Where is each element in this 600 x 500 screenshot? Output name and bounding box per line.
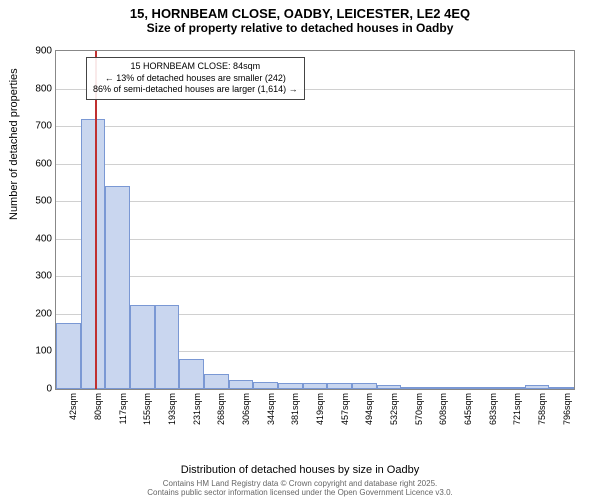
xtick-label: 381sqm (290, 393, 300, 433)
ytick-label: 100 (22, 346, 52, 357)
xtick-label: 608sqm (438, 393, 448, 433)
xtick-label: 721sqm (512, 393, 522, 433)
xtick-label: 570sqm (414, 393, 424, 433)
annotation-line2: ← 13% of detached houses are smaller (24… (93, 73, 298, 85)
ytick-label: 500 (22, 196, 52, 207)
xtick-label: 42sqm (68, 393, 78, 433)
gridline (56, 164, 574, 165)
ytick-label: 0 (22, 384, 52, 395)
ytick-label: 900 (22, 46, 52, 57)
xtick-label: 683sqm (488, 393, 498, 433)
annotation-line1: 15 HORNBEAM CLOSE: 84sqm (93, 61, 298, 73)
histogram-bar (475, 387, 500, 389)
footer: Contains HM Land Registry data © Crown c… (0, 479, 600, 498)
histogram-bar (56, 323, 81, 389)
histogram-bar (549, 387, 574, 389)
histogram-bar (352, 383, 377, 389)
gridline (56, 276, 574, 277)
xtick-label: 268sqm (216, 393, 226, 433)
histogram-bar (105, 186, 130, 389)
xtick-label: 306sqm (241, 393, 251, 433)
histogram-bar (401, 387, 426, 389)
histogram-bar (525, 385, 550, 389)
histogram-bar (155, 305, 180, 390)
histogram-bar (278, 383, 303, 389)
x-axis-label: Distribution of detached houses by size … (0, 464, 600, 476)
chart-container: 15, HORNBEAM CLOSE, OADBY, LEICESTER, LE… (0, 0, 600, 500)
histogram-bar (303, 383, 328, 389)
xtick-label: 419sqm (315, 393, 325, 433)
xtick-label: 645sqm (463, 393, 473, 433)
xtick-label: 457sqm (340, 393, 350, 433)
xtick-label: 155sqm (142, 393, 152, 433)
ytick-label: 800 (22, 83, 52, 94)
ytick-label: 300 (22, 271, 52, 282)
gridline (56, 126, 574, 127)
ytick-label: 400 (22, 233, 52, 244)
xtick-label: 80sqm (93, 393, 103, 433)
gridline (56, 239, 574, 240)
xtick-label: 344sqm (266, 393, 276, 433)
ytick-label: 200 (22, 308, 52, 319)
chart-title-sub: Size of property relative to detached ho… (0, 21, 600, 39)
histogram-bar (179, 359, 204, 389)
xtick-label: 758sqm (537, 393, 547, 433)
y-axis-label: Number of detached properties (8, 68, 20, 220)
xtick-label: 117sqm (118, 393, 128, 433)
xtick-label: 532sqm (389, 393, 399, 433)
histogram-bar (451, 387, 476, 389)
marker-line (95, 51, 97, 389)
histogram-bar (327, 383, 352, 389)
annotation-box: 15 HORNBEAM CLOSE: 84sqm ← 13% of detach… (86, 57, 305, 100)
histogram-bar (377, 385, 402, 389)
histogram-bar (253, 382, 278, 390)
xtick-label: 231sqm (192, 393, 202, 433)
histogram-bar (500, 387, 525, 389)
xtick-label: 193sqm (167, 393, 177, 433)
annotation-line3: 86% of semi-detached houses are larger (… (93, 84, 298, 96)
histogram-bar (229, 380, 254, 389)
histogram-bar (426, 387, 451, 389)
ytick-label: 700 (22, 121, 52, 132)
histogram-bar (81, 119, 106, 389)
plot-area: 15 HORNBEAM CLOSE: 84sqm ← 13% of detach… (55, 50, 575, 390)
gridline (56, 201, 574, 202)
ytick-label: 600 (22, 158, 52, 169)
histogram-bar (130, 305, 155, 390)
xtick-label: 796sqm (562, 393, 572, 433)
chart-title-main: 15, HORNBEAM CLOSE, OADBY, LEICESTER, LE… (0, 0, 600, 21)
footer-line2: Contains public sector information licen… (0, 488, 600, 498)
histogram-bar (204, 374, 229, 389)
xtick-label: 494sqm (364, 393, 374, 433)
footer-line1: Contains HM Land Registry data © Crown c… (0, 479, 600, 489)
